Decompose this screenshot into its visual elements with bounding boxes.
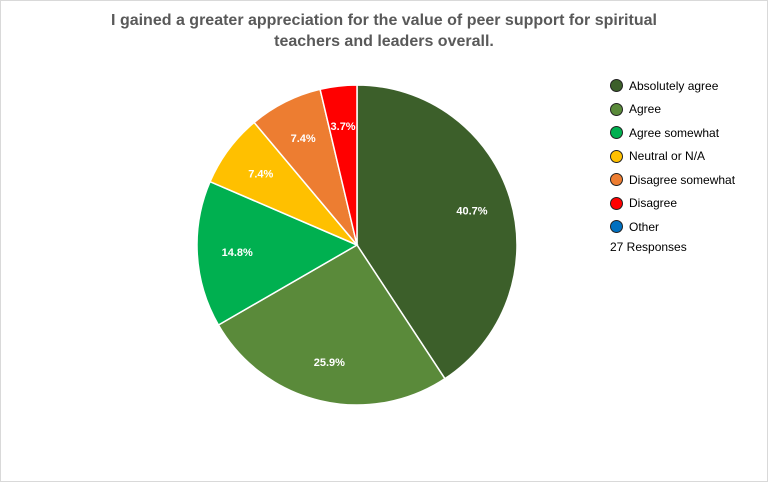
responses-count: 27 Responses (610, 239, 687, 254)
chart-title: I gained a greater appreciation for the … (0, 10, 768, 52)
legend-item-other: Other (610, 215, 735, 239)
legend-label: Disagree somewhat (629, 172, 736, 187)
pie-slice-disagree (319, 84, 358, 246)
legend-label: Other (629, 219, 660, 234)
legend-item-agree-somewhat: Agree somewhat (610, 121, 735, 145)
legend-swatch (610, 196, 623, 210)
slice-label-disagree: 3.7% (331, 121, 356, 133)
legend-item-neutral-or-n-a: Neutral or N/A (610, 145, 735, 169)
legend-label: Disagree (629, 196, 678, 211)
chart-title-line-1: I gained a greater appreciation for the … (111, 12, 657, 29)
legend-swatch (610, 173, 623, 187)
legend-label: Agree somewhat (629, 125, 720, 140)
legend-swatch (610, 149, 623, 163)
pie-slice-agree-somewhat (196, 180, 359, 327)
legend-item-disagree: Disagree (610, 192, 735, 216)
legend-item-disagree-somewhat: Disagree somewhat (610, 168, 735, 192)
chart-title-line-2: teachers and leaders overall. (274, 33, 494, 50)
legend-swatch (610, 79, 623, 93)
chart-legend: Absolutely agree Agree Agree somewhat Neutr… (610, 74, 735, 254)
legend-swatch (610, 126, 623, 140)
legend-label: Agree (629, 102, 662, 117)
legend-label: Neutral or N/A (629, 149, 706, 164)
legend-label: Absolutely agree (629, 78, 719, 93)
slice-label-disagree-somewhat: 7.4% (291, 133, 316, 145)
slice-label-absolutely-agree: 40.7% (456, 206, 487, 218)
legend-swatch (610, 220, 623, 234)
slice-label-agree-somewhat: 14.8% (222, 247, 253, 259)
legend-item-agree: Agree (610, 98, 735, 122)
pie-slice-agree (217, 243, 446, 406)
legend-item-absolutely-agree: Absolutely agree (610, 74, 735, 98)
legend-swatch (610, 102, 623, 116)
slice-label-agree: 25.9% (314, 357, 345, 369)
slice-label-neutral-or-n-a: 7.4% (248, 168, 273, 180)
